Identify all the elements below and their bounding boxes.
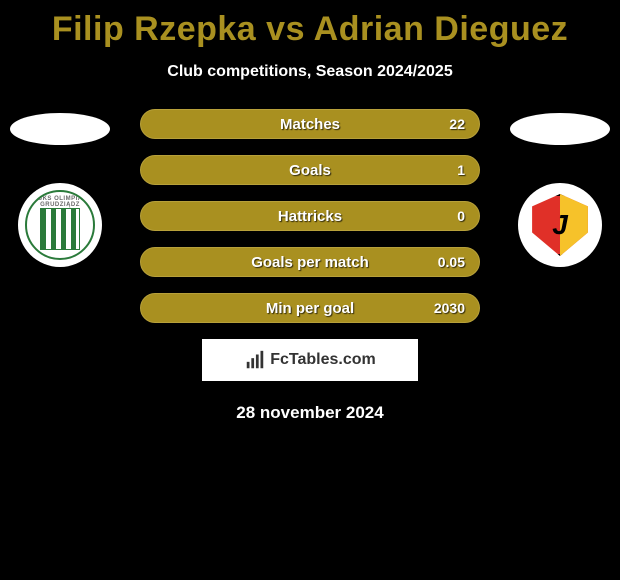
stat-bars: Matches22 Goals1 Hattricks0 Goals per match… bbox=[140, 109, 480, 323]
stat-label: Goals per match bbox=[141, 254, 479, 271]
branding-badge: FcTables.com bbox=[202, 339, 418, 381]
stat-bar: Goals1 bbox=[140, 155, 480, 185]
stat-bar: Matches22 bbox=[140, 109, 480, 139]
player-ellipse-left bbox=[10, 113, 110, 145]
player-ellipse-right bbox=[510, 113, 610, 145]
stat-bar: Min per goal2030 bbox=[140, 293, 480, 323]
club-logo-left: GKS OLIMPIAGRUDZIĄDZ bbox=[18, 183, 102, 267]
comparison-block: GKS OLIMPIAGRUDZIĄDZ J Matches22 Goals1 Ha… bbox=[0, 109, 620, 323]
subtitle: Club competitions, Season 2024/2025 bbox=[0, 63, 620, 81]
stat-label: Hattricks bbox=[141, 208, 479, 225]
stat-value-right: 1 bbox=[457, 162, 465, 178]
jagiellonia-crest-icon: J bbox=[525, 190, 595, 260]
stat-label: Goals bbox=[141, 162, 479, 179]
club-logo-right: J bbox=[518, 183, 602, 267]
branding-text: FcTables.com bbox=[270, 351, 376, 369]
stat-value-right: 22 bbox=[449, 116, 465, 132]
snapshot-date: 28 november 2024 bbox=[0, 403, 620, 423]
page-title: Filip Rzepka vs Adrian Dieguez bbox=[0, 0, 620, 49]
stat-value-right: 0 bbox=[457, 208, 465, 224]
olimpia-crest-icon: GKS OLIMPIAGRUDZIĄDZ bbox=[25, 190, 95, 260]
bar-chart-icon bbox=[244, 349, 266, 371]
stat-value-right: 0.05 bbox=[438, 254, 465, 270]
stat-bar: Goals per match0.05 bbox=[140, 247, 480, 277]
stat-label: Matches bbox=[141, 116, 479, 133]
stat-value-right: 2030 bbox=[434, 300, 465, 316]
stat-label: Min per goal bbox=[141, 300, 479, 317]
stat-bar: Hattricks0 bbox=[140, 201, 480, 231]
